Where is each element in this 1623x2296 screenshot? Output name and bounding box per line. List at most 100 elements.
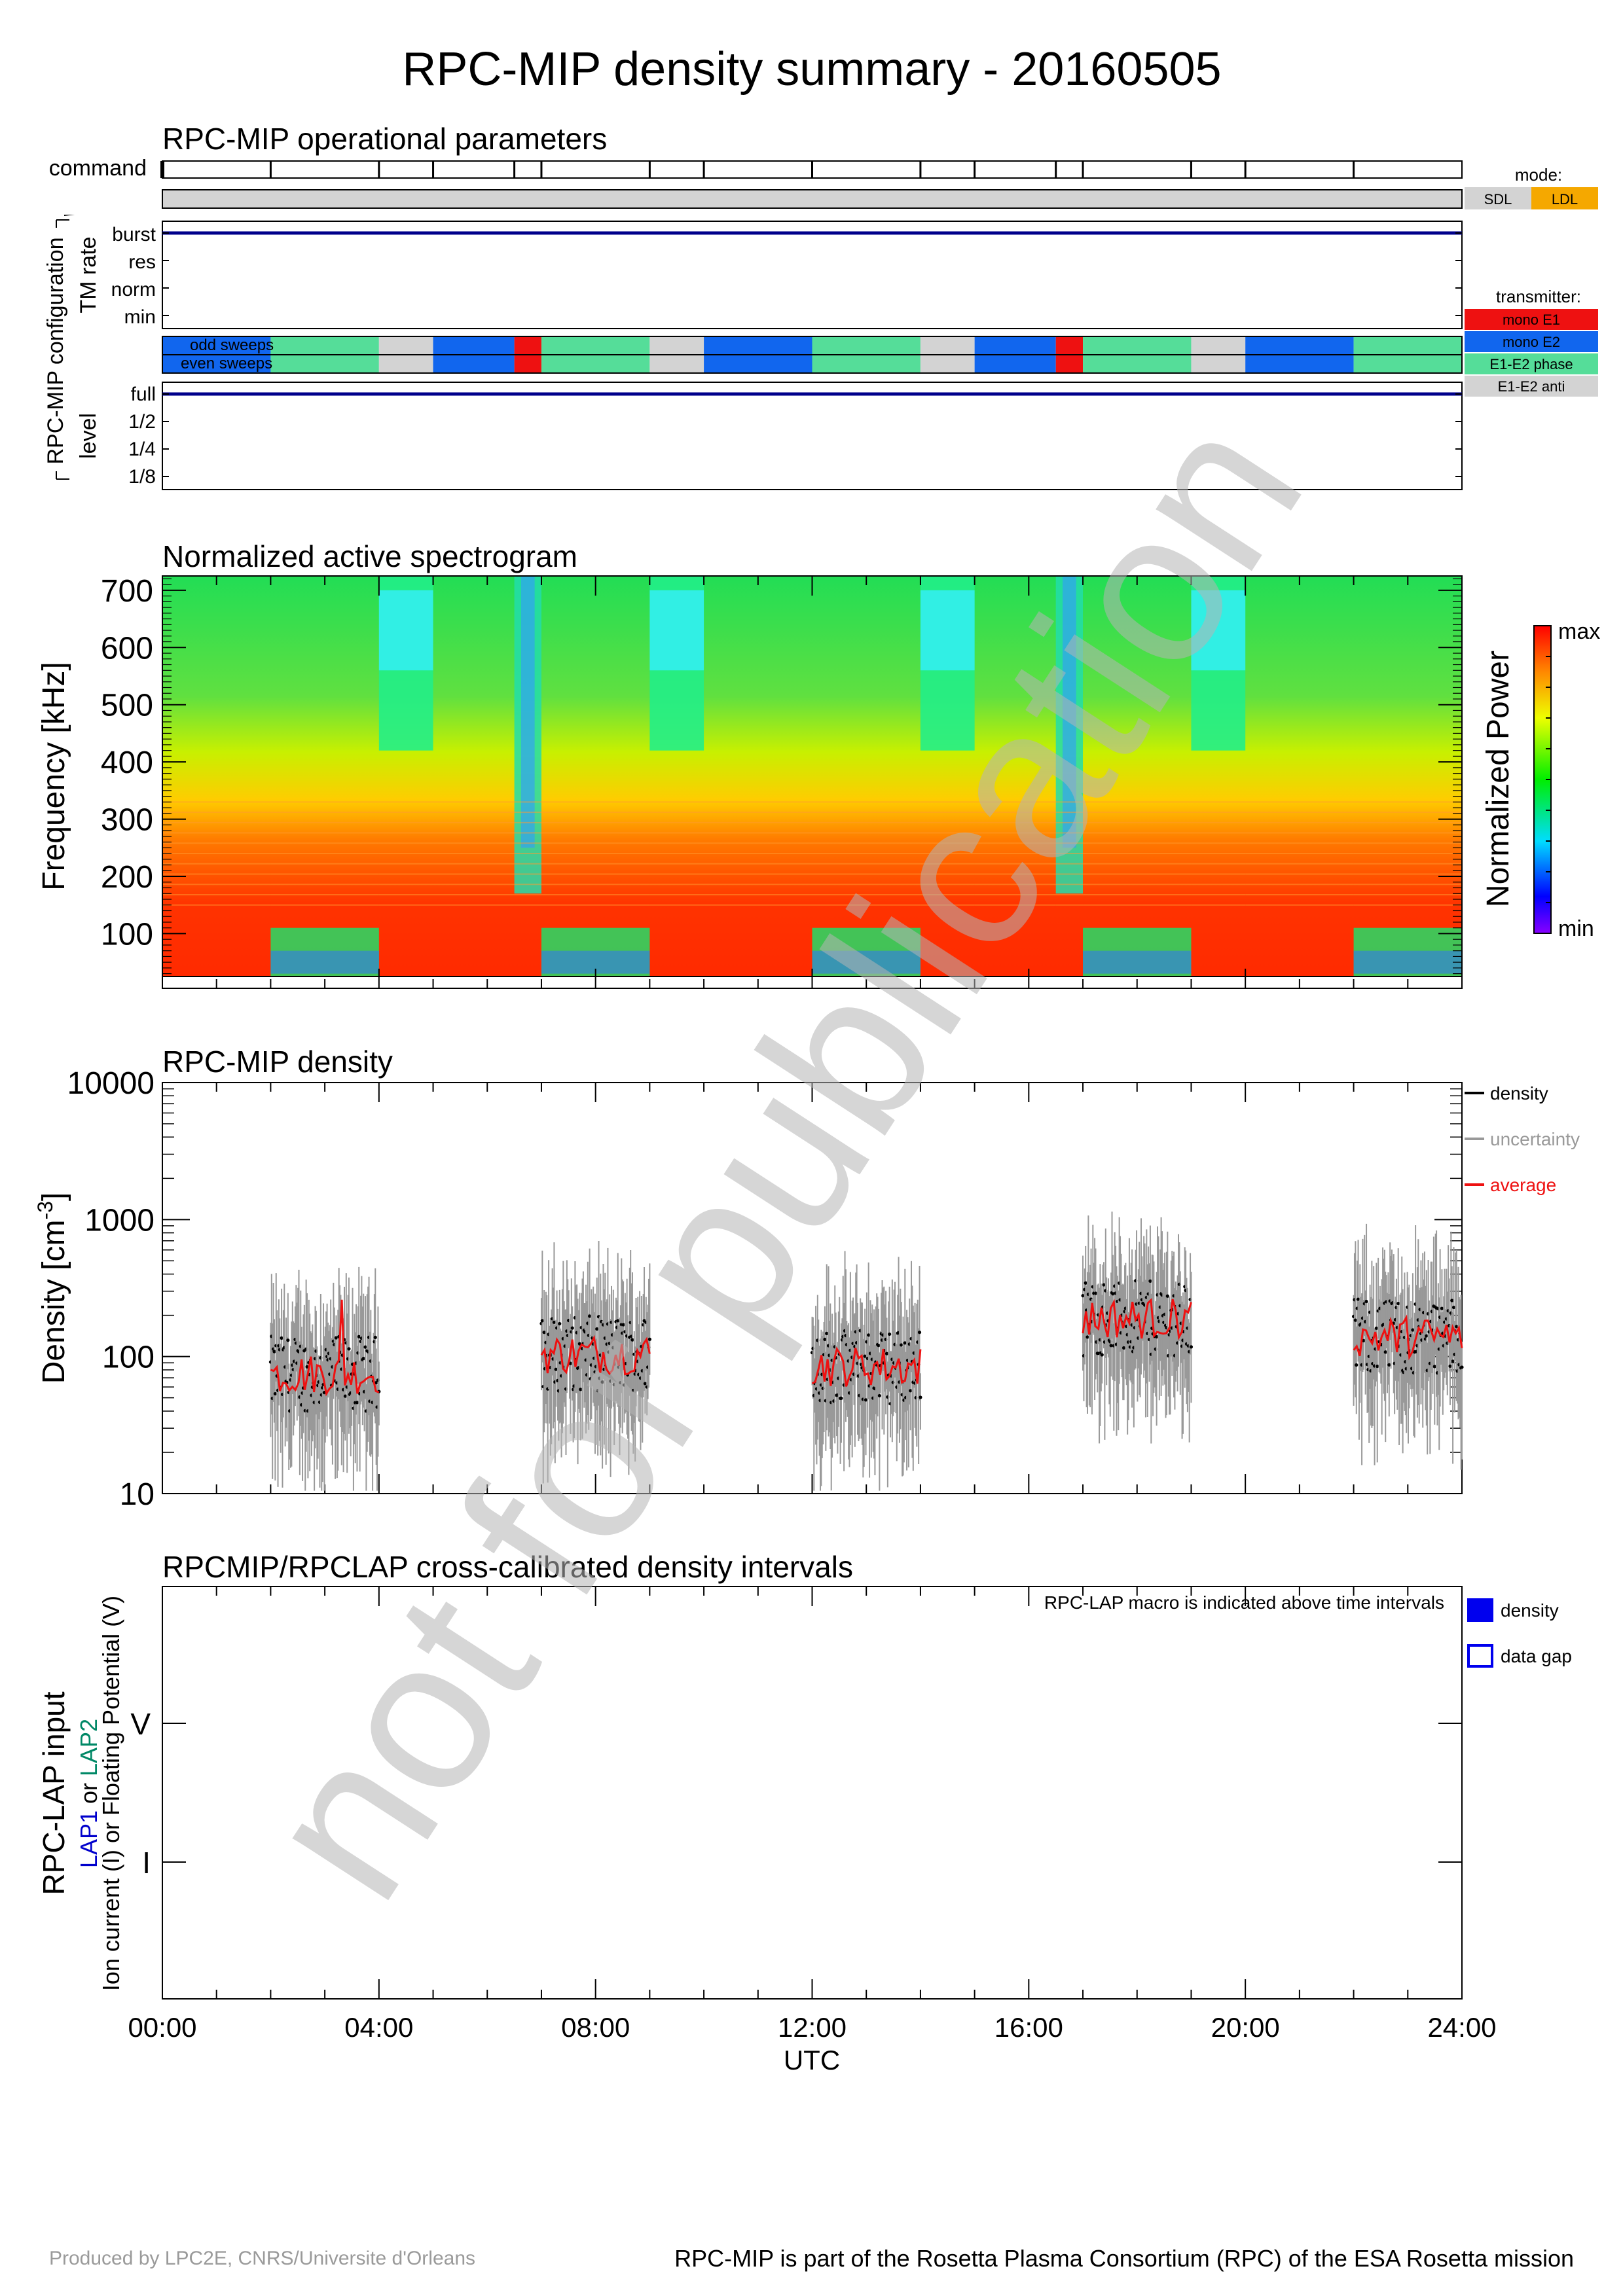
density-point	[361, 1357, 365, 1361]
density-point	[1450, 1299, 1454, 1302]
spectrogram-band	[649, 590, 704, 671]
average-line	[270, 1299, 380, 1397]
lap-legend-label: density	[1501, 1600, 1559, 1621]
density-point	[540, 1319, 544, 1323]
time-tick-label: 00:00	[128, 2012, 196, 2043]
density-ytick-label: 10000	[67, 1066, 155, 1101]
density-point	[1411, 1328, 1415, 1332]
spectrogram-ytick-label: 300	[101, 803, 153, 838]
density-ytick-label: 1000	[84, 1203, 155, 1238]
spectrogram-band	[378, 590, 433, 671]
density-point	[823, 1337, 827, 1342]
density-point	[1425, 1334, 1429, 1338]
time-tick-label: 04:00	[344, 2012, 413, 2043]
density-point	[1448, 1364, 1452, 1368]
mode-swatch	[1531, 187, 1598, 209]
density-axis-ticks: 10 100 1000 10000	[67, 1066, 1463, 1512]
lap-note: RPC-LAP macro is indicated above time in…	[1044, 1592, 1444, 1613]
density-ylabel: Density [cm-3]	[33, 1193, 71, 1384]
density-point	[630, 1338, 634, 1342]
spectrogram-title: Normalized active spectrogram	[162, 539, 577, 573]
footer-mission: RPC-MIP is part of the Rosetta Plasma Co…	[674, 2245, 1574, 2272]
time-axis-title: UTC	[784, 2045, 840, 2075]
density-point	[1093, 1291, 1098, 1295]
tm-rate-min: min	[124, 306, 156, 328]
transmitter-legend-label: mono E2	[1503, 334, 1560, 350]
density-point	[1440, 1306, 1444, 1310]
density-point	[1355, 1363, 1359, 1367]
lap-x-ticks	[162, 1587, 1463, 1999]
transmitter-swatch	[1465, 331, 1598, 352]
density-legend: density uncertainty average	[1465, 1083, 1580, 1195]
operational-title: RPC-MIP operational parameters	[162, 122, 607, 156]
density-point	[867, 1333, 871, 1337]
spectrogram-band	[1083, 950, 1192, 974]
density-legend-label: uncertainty	[1490, 1129, 1580, 1149]
density-point	[1387, 1363, 1391, 1367]
density-point	[863, 1354, 867, 1358]
density-ytick-label: 10	[120, 1477, 155, 1512]
transmitter-legend-title: transmitter:	[1496, 287, 1581, 306]
level-full: full	[131, 384, 156, 405]
density-point	[825, 1331, 829, 1335]
mode-legend-label: LDL	[1552, 191, 1578, 207]
figure-title: RPC-MIP density summary - 20160505	[402, 43, 1221, 96]
lap-ytick-v: V	[130, 1707, 151, 1741]
density-point	[280, 1336, 283, 1340]
spectrogram-ytick-label: 100	[101, 917, 153, 952]
footer-credit: Produced by LPC2E, CNRS/Universite d'Orl…	[49, 2248, 476, 2269]
density-point	[373, 1335, 377, 1339]
spectrogram-band	[920, 590, 975, 671]
density-point	[1353, 1318, 1357, 1322]
time-axis-labels: 00:00 04:00 08:00 12:00 16:00 20:00 24:00	[128, 2012, 1496, 2043]
mode-legend: SDL LDL	[1465, 187, 1598, 209]
density-point	[864, 1398, 868, 1402]
density-point	[374, 1381, 378, 1385]
time-tick-label: 20:00	[1211, 2012, 1280, 2043]
spectrogram-band	[1191, 590, 1246, 671]
colorbar-label: Normalized Power	[1481, 651, 1516, 907]
density-point	[343, 1394, 348, 1398]
level-eighth: 1/8	[128, 466, 156, 488]
density-point	[1460, 1365, 1464, 1369]
lap-panel: RPCMIP/RPCLAP cross-calibrated density i…	[37, 1550, 1572, 2075]
density-legend-label: average	[1490, 1175, 1556, 1195]
level-panel	[162, 382, 1463, 490]
density-point	[1451, 1305, 1456, 1310]
spectrogram-image	[162, 576, 1462, 977]
level-half: 1/2	[128, 411, 156, 433]
mode-legend-title: mode:	[1515, 165, 1562, 185]
lap-ytick-i: I	[142, 1846, 151, 1880]
transmitter-swatch	[1465, 376, 1598, 397]
colorbar-max: max	[1558, 619, 1600, 644]
density-point	[568, 1361, 573, 1365]
density-point	[900, 1343, 903, 1347]
density-point	[1383, 1350, 1387, 1354]
density-point	[643, 1382, 647, 1386]
spectrogram-ytick-label: 500	[101, 689, 153, 723]
density-point	[595, 1327, 599, 1331]
transmitter-legend-label: E1-E2 anti	[1498, 378, 1565, 395]
density-point	[884, 1352, 889, 1355]
density-ytick-label: 100	[102, 1340, 155, 1375]
density-point	[1364, 1299, 1368, 1304]
density-point	[1374, 1326, 1378, 1330]
density-point	[588, 1314, 592, 1318]
tm-rate-burst: burst	[112, 224, 156, 245]
density-point	[334, 1336, 338, 1340]
density-point	[570, 1326, 574, 1330]
density-point	[1165, 1294, 1169, 1298]
mode-legend-label: SDL	[1484, 191, 1512, 207]
even-sweeps-label: even sweeps	[181, 355, 272, 372]
density-point	[616, 1319, 620, 1323]
spectrogram-y-ticks: 100 200 300 400 500 600 700	[101, 574, 1462, 975]
density-point	[552, 1320, 556, 1324]
density-point	[1189, 1345, 1194, 1349]
density-point	[363, 1345, 367, 1349]
density-point	[1111, 1292, 1115, 1296]
density-point	[1109, 1344, 1113, 1348]
lap-ylabel-sub: Ion current (I) or Floating Potential (V…	[98, 1596, 124, 1991]
tm-rate-res: res	[128, 251, 156, 273]
density-point	[286, 1338, 290, 1342]
density-point	[1155, 1335, 1159, 1338]
